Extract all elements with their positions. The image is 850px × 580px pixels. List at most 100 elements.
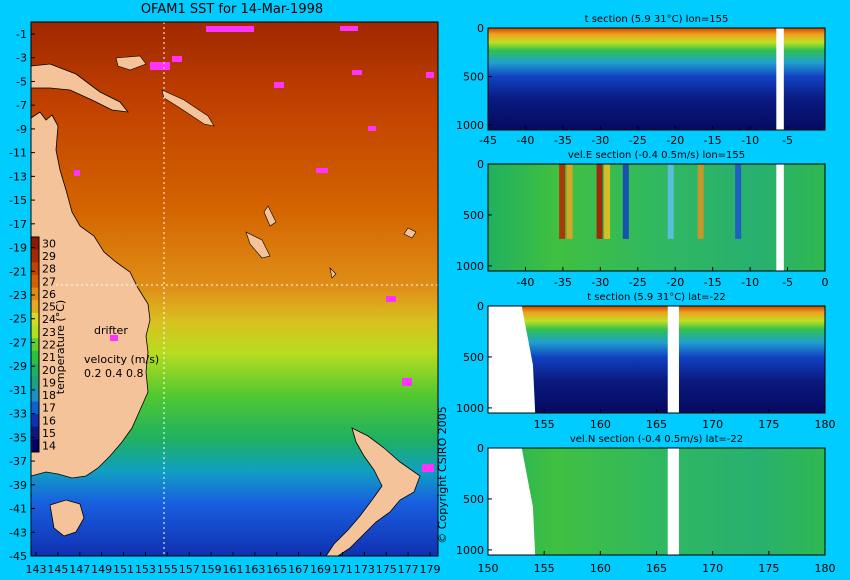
section-x-tick-label: -30 (591, 134, 609, 147)
colorbar-swatch (31, 249, 39, 263)
colorbar-tick-label: 29 (42, 250, 56, 263)
australia-landmass (30, 111, 151, 479)
coastline-mask (488, 448, 536, 555)
map-x-tick-label: 169 (310, 563, 331, 576)
section-y-tick-label: 500 (463, 493, 484, 506)
map-y-tick-label: -25 (9, 313, 27, 326)
section-y-tick-label: 1000 (456, 260, 484, 273)
section-title: vel.N section (-0.4 0.5m/s) lat=-22 (570, 434, 743, 445)
colorbar-tick-label: 20 (42, 364, 56, 377)
colorbar-label: temperature (°C) (54, 300, 67, 394)
section-x-tick-label: -15 (704, 134, 722, 147)
section-x-tick-label: 175 (758, 562, 779, 575)
colorbar-swatch (31, 237, 39, 251)
section-x-tick-label: -35 (554, 134, 572, 147)
colorbar-swatch (31, 401, 39, 415)
velocity-core (566, 164, 573, 239)
map-x-tick-label: 159 (201, 563, 222, 576)
colorbar-swatch (31, 376, 39, 390)
map-title: OFAM1 SST for 14-Mar-1998 (141, 2, 323, 17)
colorbar-swatch (31, 388, 39, 402)
map-y-tick-label: -29 (9, 360, 27, 373)
colorbar-tick-label: 27 (42, 275, 56, 288)
section-y-tick-label: 500 (463, 209, 484, 222)
colorbar-swatch (31, 414, 39, 428)
section-y-tick-label: 500 (463, 351, 484, 364)
map-x-tick-label: 155 (157, 563, 178, 576)
section-x-tick-label: 160 (590, 418, 611, 431)
section-title: t section (5.9 31°C) lat=-22 (587, 292, 726, 303)
map-y-tick-label: -15 (9, 194, 27, 207)
map-x-tick-label: 179 (420, 563, 441, 576)
copyright-notice: © Copyright CSIRO 2005 (436, 406, 449, 543)
velocity-legend-scale: 0.2 0.4 0.8 (84, 367, 143, 380)
pacific-islands (115, 55, 417, 279)
map-y-tick-label: -31 (9, 384, 27, 397)
section-x-tick-label: -15 (704, 276, 722, 289)
velocity-core (559, 164, 566, 239)
velocity-core (622, 164, 629, 239)
velocity-core (667, 164, 674, 239)
map-y-tick-label: -39 (9, 479, 27, 492)
colorbar-tick-label: 25 (42, 301, 56, 314)
map-x-tick-label: 163 (244, 563, 265, 576)
section-x-tick-label: -10 (741, 276, 759, 289)
section-field (488, 448, 825, 555)
velocity-core (596, 164, 603, 239)
section-x-tick-label: -5 (782, 276, 793, 289)
section-y-tick-label: 0 (477, 442, 484, 455)
section-x-tick-label: 170 (702, 418, 723, 431)
colorbar-tick-label: 18 (42, 389, 56, 402)
colorbar-swatch (31, 338, 39, 352)
map-x-tick-label: 147 (69, 563, 90, 576)
colorbar-tick-label: 21 (42, 351, 56, 364)
data-gap (776, 28, 784, 130)
section-x-tick-label: -25 (629, 276, 647, 289)
section-field (488, 164, 825, 271)
map-x-tick-label: 175 (376, 563, 397, 576)
section-x-tick-label: -30 (591, 276, 609, 289)
coastline-mask (488, 306, 536, 413)
section-y-tick-label: 0 (477, 300, 484, 313)
section-y-tick-label: 0 (477, 22, 484, 35)
colorbar-swatch (31, 439, 39, 453)
section-frame (487, 27, 826, 131)
section-x-tick-label: -35 (554, 276, 572, 289)
map-y-tick-label: -17 (9, 218, 27, 231)
map-x-tick-label: 167 (288, 563, 309, 576)
map-x-axis: 143 145 147 149 151 153 155 157 159 161 163 165 167 1… (26, 552, 441, 576)
section-x-tick-label: -5 (782, 134, 793, 147)
map-y-tick-label: -21 (9, 265, 27, 278)
colorbar-tick-label: 14 (42, 440, 56, 453)
section-x-tick-label: -45 (479, 134, 497, 147)
colorbar-tick-label: 22 (42, 339, 56, 352)
colorbar-swatch (31, 426, 39, 440)
section-panel-3: t section (5.9 31°C) lat=-22 155 160 165 170… (456, 292, 836, 431)
map-y-tick-label: -11 (9, 147, 27, 160)
colorbar-tick-label: 15 (42, 427, 56, 440)
map-x-tick-label: 161 (223, 563, 244, 576)
colorbar-tick-label: 17 (42, 402, 56, 415)
new-zealand (325, 427, 421, 557)
map-y-axis: -1 -3 -5 -7 -9 -11 -13 -15 -17 -19 -21 -23 -25 -27 -29… (9, 28, 35, 563)
map-y-tick-label: -33 (9, 408, 27, 421)
map-x-tick-label: 157 (179, 563, 200, 576)
section-x-tick-label: 155 (534, 418, 555, 431)
map-y-tick-label: -5 (16, 75, 27, 88)
section-title: t section (5.9 31°C) lon=155 (585, 14, 729, 25)
section-x-tick-label: 160 (590, 562, 611, 575)
tasmania (49, 499, 85, 537)
colorbar-tick-label: 26 (42, 288, 56, 301)
map-y-tick-label: -1 (16, 28, 27, 41)
map-y-tick-label: -43 (9, 526, 27, 539)
section-x-tick-label: 180 (815, 562, 836, 575)
section-frame (487, 163, 826, 272)
section-x-tick-label: 170 (702, 562, 723, 575)
map-x-tick-label: 145 (47, 563, 68, 576)
colorbar-frame (30, 236, 40, 453)
colorbar-tick-label: 16 (42, 414, 56, 427)
colorbar-swatch (31, 350, 39, 364)
colorbar-swatch (31, 262, 39, 276)
section-field (488, 306, 825, 413)
